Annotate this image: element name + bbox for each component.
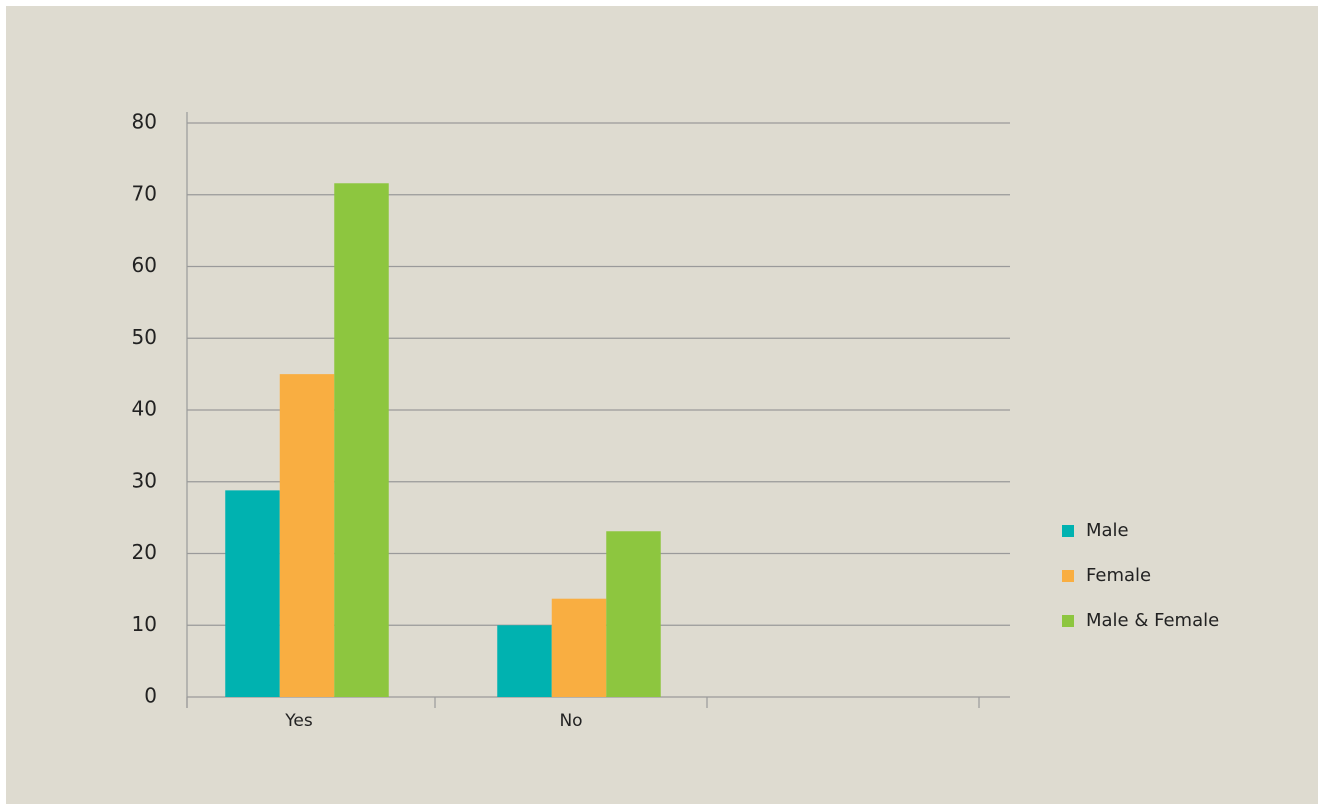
bar	[606, 531, 661, 697]
legend-label: Female	[1086, 565, 1151, 586]
y-tick-label: 60	[132, 253, 157, 277]
bar	[497, 625, 552, 697]
legend-label: Male	[1086, 520, 1129, 541]
y-tick-label: 20	[132, 540, 157, 564]
bar	[279, 374, 335, 697]
bar	[225, 490, 280, 697]
y-tick-label: 10	[132, 612, 157, 636]
background	[6, 6, 1318, 804]
legend-swatch	[1062, 570, 1074, 582]
x-tick-label: No	[559, 711, 582, 731]
x-tick-label: Yes	[284, 711, 313, 731]
bar	[334, 183, 389, 697]
legend-swatch	[1062, 525, 1074, 537]
y-tick-label: 0	[144, 684, 157, 708]
legend-swatch	[1062, 615, 1074, 627]
y-tick-label: 30	[132, 468, 157, 492]
y-tick-label: 50	[132, 325, 157, 349]
y-tick-label: 70	[132, 181, 157, 205]
y-tick-label: 80	[132, 110, 157, 134]
legend-label: Male & Female	[1086, 610, 1219, 631]
bar	[551, 598, 607, 697]
y-tick-label: 40	[132, 397, 157, 421]
